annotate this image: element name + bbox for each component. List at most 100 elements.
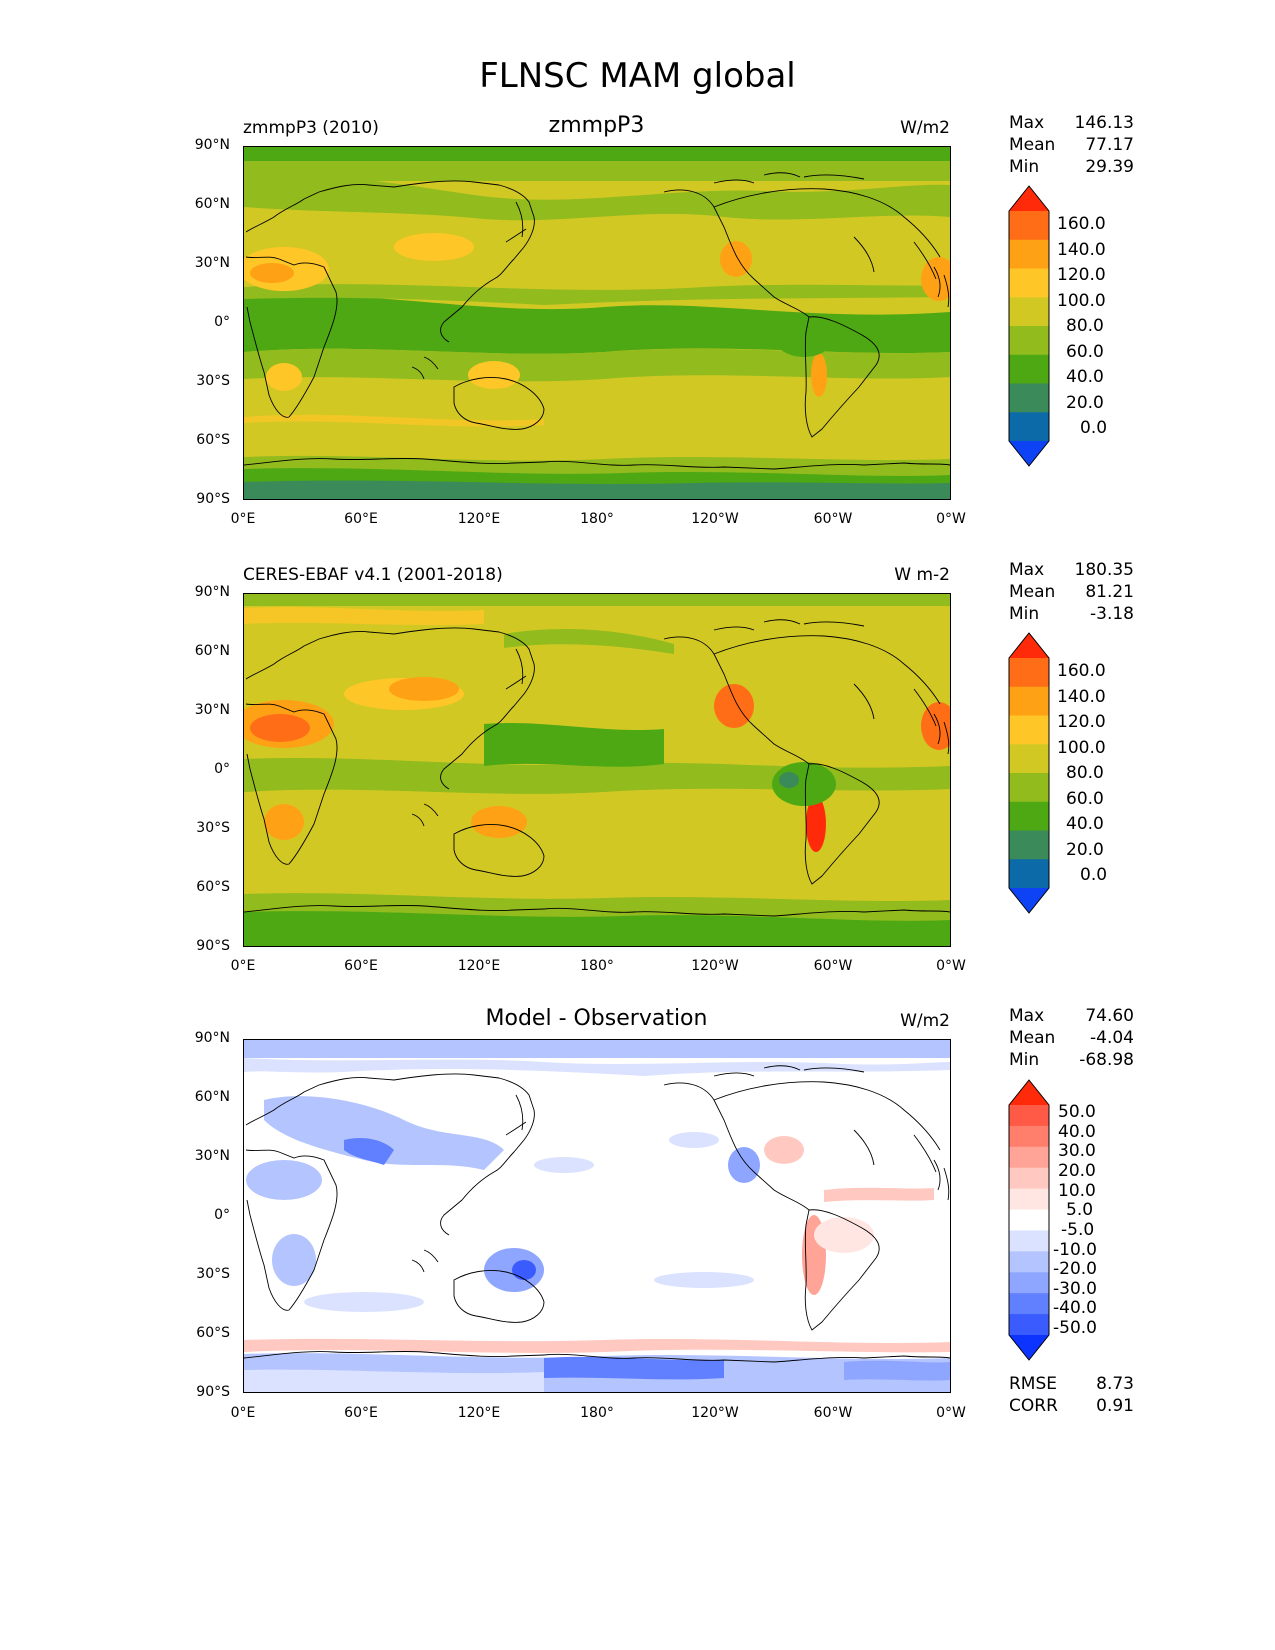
colorbar-label: 80.0 <box>1066 316 1104 336</box>
colorbar-label: 30.0 <box>1058 1141 1096 1161</box>
stat-min: Min -68.98 <box>1009 1050 1134 1070</box>
colorbar-swatch <box>1009 268 1049 298</box>
colorbar-swatch <box>1009 326 1049 356</box>
y-tick-30s: 30°S <box>196 820 230 836</box>
map-diff <box>243 1039 951 1393</box>
x-tick-0e: 0°E <box>230 958 256 974</box>
colorbar-swatch <box>1009 1314 1049 1336</box>
y-tick-0: 0° <box>214 1207 230 1223</box>
x-tick-0w: 0°W <box>936 1405 966 1421</box>
colorbar-swatch <box>1009 412 1049 442</box>
x-tick-120w: 120°W <box>691 958 739 974</box>
colorbar-swatch <box>1009 354 1049 384</box>
colorbar-swatch <box>1009 441 1049 466</box>
colorbar-outline <box>1008 185 1050 467</box>
colorbar-swatch <box>1009 1080 1049 1105</box>
x-tick-0e: 0°E <box>230 1405 256 1421</box>
colorbar-swatch <box>1009 859 1049 889</box>
y-tick-30n: 30°N <box>194 702 230 718</box>
colorbar-swatch <box>1009 1146 1049 1169</box>
stats-box: Max 180.35 Mean 81.21 Min -3.18 <box>1009 559 1134 625</box>
x-tick-120e: 120°E <box>457 958 501 974</box>
x-tick-0w: 0°W <box>936 511 966 527</box>
x-tick-60e: 60°E <box>344 511 378 527</box>
y-tick-30n: 30°N <box>194 255 230 271</box>
x-tick-0w: 0°W <box>936 958 966 974</box>
colorbar-label: 10.0 <box>1058 1181 1096 1201</box>
stats-box: Max 146.13 Mean 77.17 Min 29.39 <box>1009 112 1134 178</box>
colorbar-label: 0.0 <box>1080 418 1108 438</box>
colorbar-swatch <box>1009 1209 1049 1231</box>
x-tick-60w: 60°W <box>813 958 853 974</box>
panel-title: zmmpP3 <box>548 113 645 138</box>
stat-max: Max 146.13 <box>1009 113 1134 133</box>
colorbar-label: 120.0 <box>1057 265 1106 285</box>
colorbar-label: 20.0 <box>1058 1161 1096 1181</box>
colorbar-label: 60.0 <box>1066 342 1104 362</box>
colorbar-label: 140.0 <box>1057 240 1106 260</box>
colorbar-swatch <box>1009 744 1049 774</box>
x-tick-180: 180° <box>580 958 614 974</box>
x-tick-60e: 60°E <box>344 1405 378 1421</box>
error-stats-box: RMSE 8.73 CORR 0.91 <box>1009 1373 1134 1417</box>
colorbar-label: -5.0 <box>1061 1220 1095 1240</box>
y-tick-0: 0° <box>214 761 230 777</box>
y-tick-90s: 90°S <box>196 491 230 507</box>
colorbar-swatch <box>1009 239 1049 269</box>
colorbar-swatch <box>1009 658 1049 688</box>
colorbar-swatch <box>1009 888 1049 913</box>
colorbar-outline <box>1008 1079 1050 1361</box>
colorbar-swatch <box>1009 297 1049 327</box>
colorbar-label: 40.0 <box>1066 814 1104 834</box>
colorbar-swatch <box>1009 1272 1049 1294</box>
colorbar-label: -10.0 <box>1053 1240 1097 1260</box>
stat-mean: Mean -4.04 <box>1009 1028 1134 1048</box>
y-tick-90n: 90°N <box>194 1030 230 1046</box>
colorbar-label: 160.0 <box>1057 214 1106 234</box>
y-tick-0: 0° <box>214 314 230 330</box>
y-tick-60n: 60°N <box>194 1089 230 1105</box>
x-tick-60w: 60°W <box>813 1405 853 1421</box>
stat-min: Min 29.39 <box>1009 157 1134 177</box>
colorbar-label: 60.0 <box>1066 789 1104 809</box>
colorbar-label: -40.0 <box>1053 1298 1097 1318</box>
map-obs <box>243 593 951 947</box>
panel-units: W/m2 <box>900 118 950 138</box>
x-tick-60e: 60°E <box>344 958 378 974</box>
y-tick-30s: 30°S <box>196 1266 230 1282</box>
colorbar-label: 50.0 <box>1058 1102 1096 1122</box>
y-tick-60n: 60°N <box>194 196 230 212</box>
colorbar-swatch <box>1009 1105 1049 1127</box>
panel-units: W/m2 <box>900 1011 950 1031</box>
stats-box: Max 74.60 Mean -4.04 Min -68.98 <box>1009 1005 1134 1071</box>
colorbar-swatch <box>1009 1167 1049 1190</box>
y-tick-30s: 30°S <box>196 373 230 389</box>
stat-mean: Mean 77.17 <box>1009 135 1134 155</box>
figure-title: FLNSC MAM global <box>479 56 796 96</box>
colorbar-swatch <box>1009 383 1049 413</box>
colorbar-swatch <box>1009 773 1049 803</box>
colorbar-swatch <box>1009 633 1049 658</box>
colorbar-swatch <box>1009 686 1049 716</box>
colorbar-swatch <box>1009 1188 1049 1211</box>
y-tick-60s: 60°S <box>196 432 230 448</box>
colorbar-label: 5.0 <box>1066 1200 1094 1220</box>
stat-rmse: RMSE 8.73 <box>1009 1374 1134 1394</box>
panel-units: W m-2 <box>894 565 950 585</box>
panel-title: Model - Observation <box>485 1006 708 1031</box>
stat-max: Max 180.35 <box>1009 560 1134 580</box>
colorbar-label: 140.0 <box>1057 687 1106 707</box>
colorbar-label: 100.0 <box>1057 738 1106 758</box>
stat-corr: CORR 0.91 <box>1009 1396 1134 1416</box>
y-tick-90n: 90°N <box>194 137 230 153</box>
x-tick-180: 180° <box>580 511 614 527</box>
x-tick-60w: 60°W <box>813 511 853 527</box>
y-tick-60s: 60°S <box>196 879 230 895</box>
x-tick-0e: 0°E <box>230 511 256 527</box>
colorbar-swatch <box>1009 715 1049 745</box>
colorbar-label: 40.0 <box>1066 367 1104 387</box>
colorbar-swatch <box>1009 1251 1049 1273</box>
colorbar-swatch <box>1009 1230 1049 1252</box>
x-tick-120e: 120°E <box>457 511 501 527</box>
colorbar-swatch <box>1009 1125 1049 1148</box>
